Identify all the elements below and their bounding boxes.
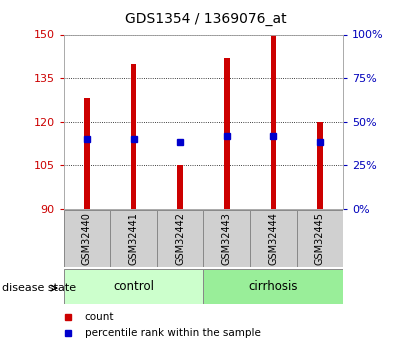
Bar [157, 210, 203, 267]
Bar [203, 269, 343, 304]
Text: GDS1354 / 1369076_at: GDS1354 / 1369076_at [125, 12, 286, 26]
Text: GSM32442: GSM32442 [175, 213, 185, 265]
Bar [297, 210, 343, 267]
Text: GSM32443: GSM32443 [222, 213, 232, 265]
Bar [203, 210, 250, 267]
Bar [64, 269, 203, 304]
Bar [224, 58, 229, 209]
Bar [131, 63, 136, 209]
Text: GSM32441: GSM32441 [129, 213, 139, 265]
Text: percentile rank within the sample: percentile rank within the sample [85, 328, 261, 338]
Bar [64, 210, 110, 267]
Bar [317, 122, 323, 209]
Text: GSM32445: GSM32445 [315, 213, 325, 265]
Text: disease state: disease state [2, 283, 76, 293]
Text: GSM32444: GSM32444 [268, 213, 278, 265]
Text: cirrhosis: cirrhosis [249, 280, 298, 293]
Bar [270, 34, 276, 209]
Bar [110, 210, 157, 267]
Text: control: control [113, 280, 154, 293]
Bar [84, 98, 90, 209]
Bar [178, 165, 183, 209]
Text: count: count [85, 312, 114, 322]
Bar [250, 210, 297, 267]
Text: GSM32440: GSM32440 [82, 213, 92, 265]
